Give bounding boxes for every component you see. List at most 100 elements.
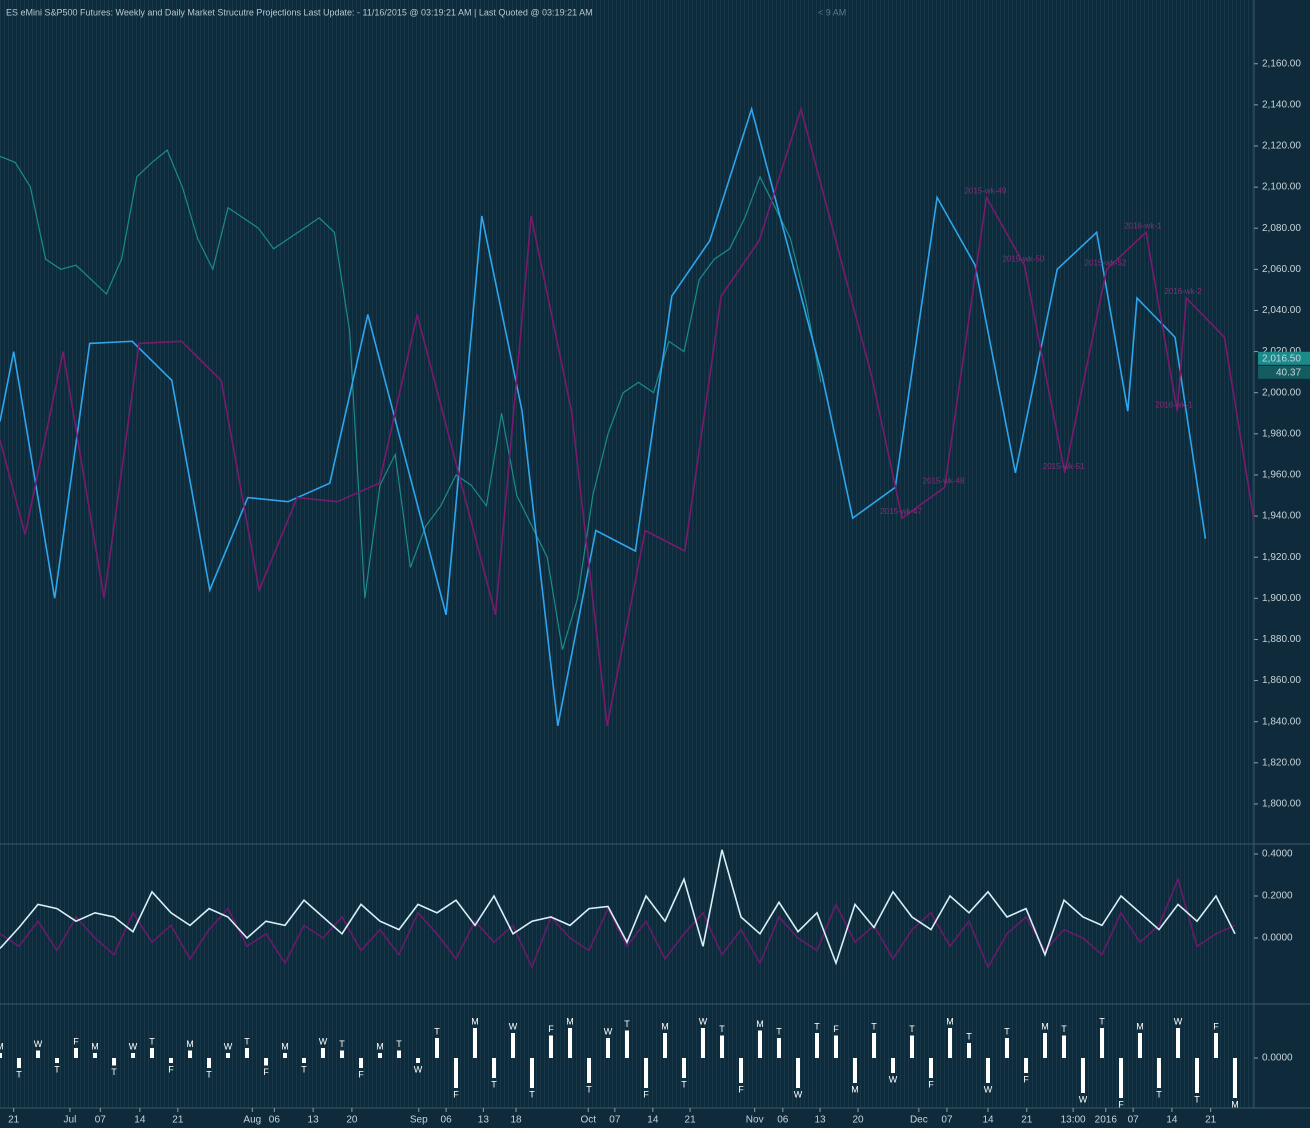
annotation: 2015-wk-49 — [964, 186, 1006, 195]
bar — [720, 1035, 724, 1058]
x-tick-label: Aug — [243, 1115, 261, 1126]
bar — [587, 1058, 591, 1083]
last-change-box — [1258, 365, 1310, 379]
last-price-box — [1258, 351, 1310, 365]
annotation: 2016-wk-1 — [1155, 400, 1193, 409]
bar — [701, 1028, 705, 1058]
day-label: W — [984, 1084, 993, 1094]
y-tick-label: 2,060.00 — [1262, 264, 1301, 275]
day-label: T — [111, 1067, 117, 1077]
day-label: M — [756, 1019, 764, 1029]
x-tick-label: 06 — [441, 1115, 453, 1126]
y-tick-label: 2,000.00 — [1262, 387, 1301, 398]
day-label: T — [1061, 1024, 1067, 1034]
x-tick-label: Oct — [580, 1115, 596, 1126]
day-label: T — [814, 1021, 820, 1031]
bar — [321, 1048, 325, 1058]
day-label: T — [206, 1069, 212, 1079]
bar — [207, 1058, 211, 1068]
day-label: M — [851, 1084, 859, 1094]
day-label: W — [224, 1041, 233, 1051]
day-label: T — [529, 1089, 535, 1099]
y-tick-label: 1,820.00 — [1262, 757, 1301, 768]
day-label: F — [833, 1024, 839, 1034]
y-tick-label: 1,960.00 — [1262, 470, 1301, 481]
annotation: 2015-wk-47 — [880, 507, 922, 516]
bar — [853, 1058, 857, 1083]
day-label: T — [16, 1069, 22, 1079]
y-tick-label: 0.0000 — [1262, 1053, 1293, 1064]
bar — [378, 1053, 382, 1058]
x-tick-label: Dec — [910, 1115, 928, 1126]
day-label: W — [129, 1041, 138, 1051]
bar — [1100, 1028, 1104, 1058]
day-label: T — [966, 1031, 972, 1041]
bar — [948, 1028, 952, 1058]
bar — [663, 1033, 667, 1058]
bar — [796, 1058, 800, 1088]
x-tick-label: 13 — [814, 1115, 826, 1126]
bar — [1176, 1028, 1180, 1058]
bar — [188, 1050, 192, 1058]
x-tick-label: 06 — [777, 1115, 789, 1126]
y-tick-label: 1,880.00 — [1262, 634, 1301, 645]
background-stripes — [0, 0, 1254, 1108]
bar — [0, 1053, 2, 1058]
x-tick-label: 13 — [308, 1115, 320, 1126]
bar — [1214, 1033, 1218, 1058]
bar — [872, 1033, 876, 1058]
x-tick-label: 07 — [609, 1115, 621, 1126]
bar — [834, 1035, 838, 1058]
chart-subtitle: < 9 AM — [818, 7, 846, 17]
bar — [245, 1048, 249, 1058]
x-tick-label: 21 — [1021, 1115, 1033, 1126]
y-tick-label: 2,140.00 — [1262, 100, 1301, 111]
day-label: T — [681, 1079, 687, 1089]
x-tick-label: 07 — [95, 1115, 107, 1126]
day-label: W — [319, 1036, 328, 1046]
bar — [36, 1050, 40, 1058]
day-label: M — [376, 1041, 384, 1051]
bar — [1024, 1058, 1028, 1073]
day-label: T — [871, 1021, 877, 1031]
x-tick-label: 13:00 — [1061, 1115, 1086, 1126]
x-tick-label: 14 — [647, 1115, 659, 1126]
bar — [169, 1058, 173, 1063]
day-label: T — [396, 1039, 402, 1049]
x-tick-label: 07 — [1128, 1115, 1140, 1126]
day-label: T — [776, 1026, 782, 1036]
day-label: W — [1079, 1094, 1088, 1104]
day-label: T — [909, 1024, 915, 1034]
y-tick-label: 2,020.00 — [1262, 346, 1301, 357]
annotation: 2015-wk-51 — [1043, 462, 1085, 471]
y-tick-label: 0.4000 — [1262, 849, 1293, 860]
bar — [131, 1053, 135, 1058]
day-label: F — [453, 1089, 459, 1099]
day-label: F — [548, 1024, 554, 1034]
bar — [93, 1053, 97, 1058]
x-tick-label: 2016 — [1095, 1115, 1118, 1126]
bar — [606, 1038, 610, 1058]
day-label: W — [1174, 1016, 1183, 1026]
bar — [815, 1033, 819, 1058]
day-label: T — [1194, 1094, 1200, 1104]
day-label: F — [928, 1079, 934, 1089]
series-line — [0, 106, 1207, 726]
bar — [416, 1058, 420, 1063]
bar — [1138, 1033, 1142, 1058]
y-tick-label: 1,940.00 — [1262, 511, 1301, 522]
x-tick-label: 21 — [8, 1115, 20, 1126]
day-label: W — [604, 1026, 613, 1036]
series-line — [0, 876, 1236, 970]
annotation: 2015-wk-48 — [923, 476, 965, 485]
day-label: W — [794, 1089, 803, 1099]
bar — [739, 1058, 743, 1083]
day-label: F — [1213, 1021, 1219, 1031]
x-tick-label: 14 — [982, 1115, 994, 1126]
day-label: W — [509, 1021, 518, 1031]
bar — [1233, 1058, 1237, 1098]
day-label: T — [586, 1084, 592, 1094]
bar — [302, 1058, 306, 1063]
bar — [777, 1038, 781, 1058]
